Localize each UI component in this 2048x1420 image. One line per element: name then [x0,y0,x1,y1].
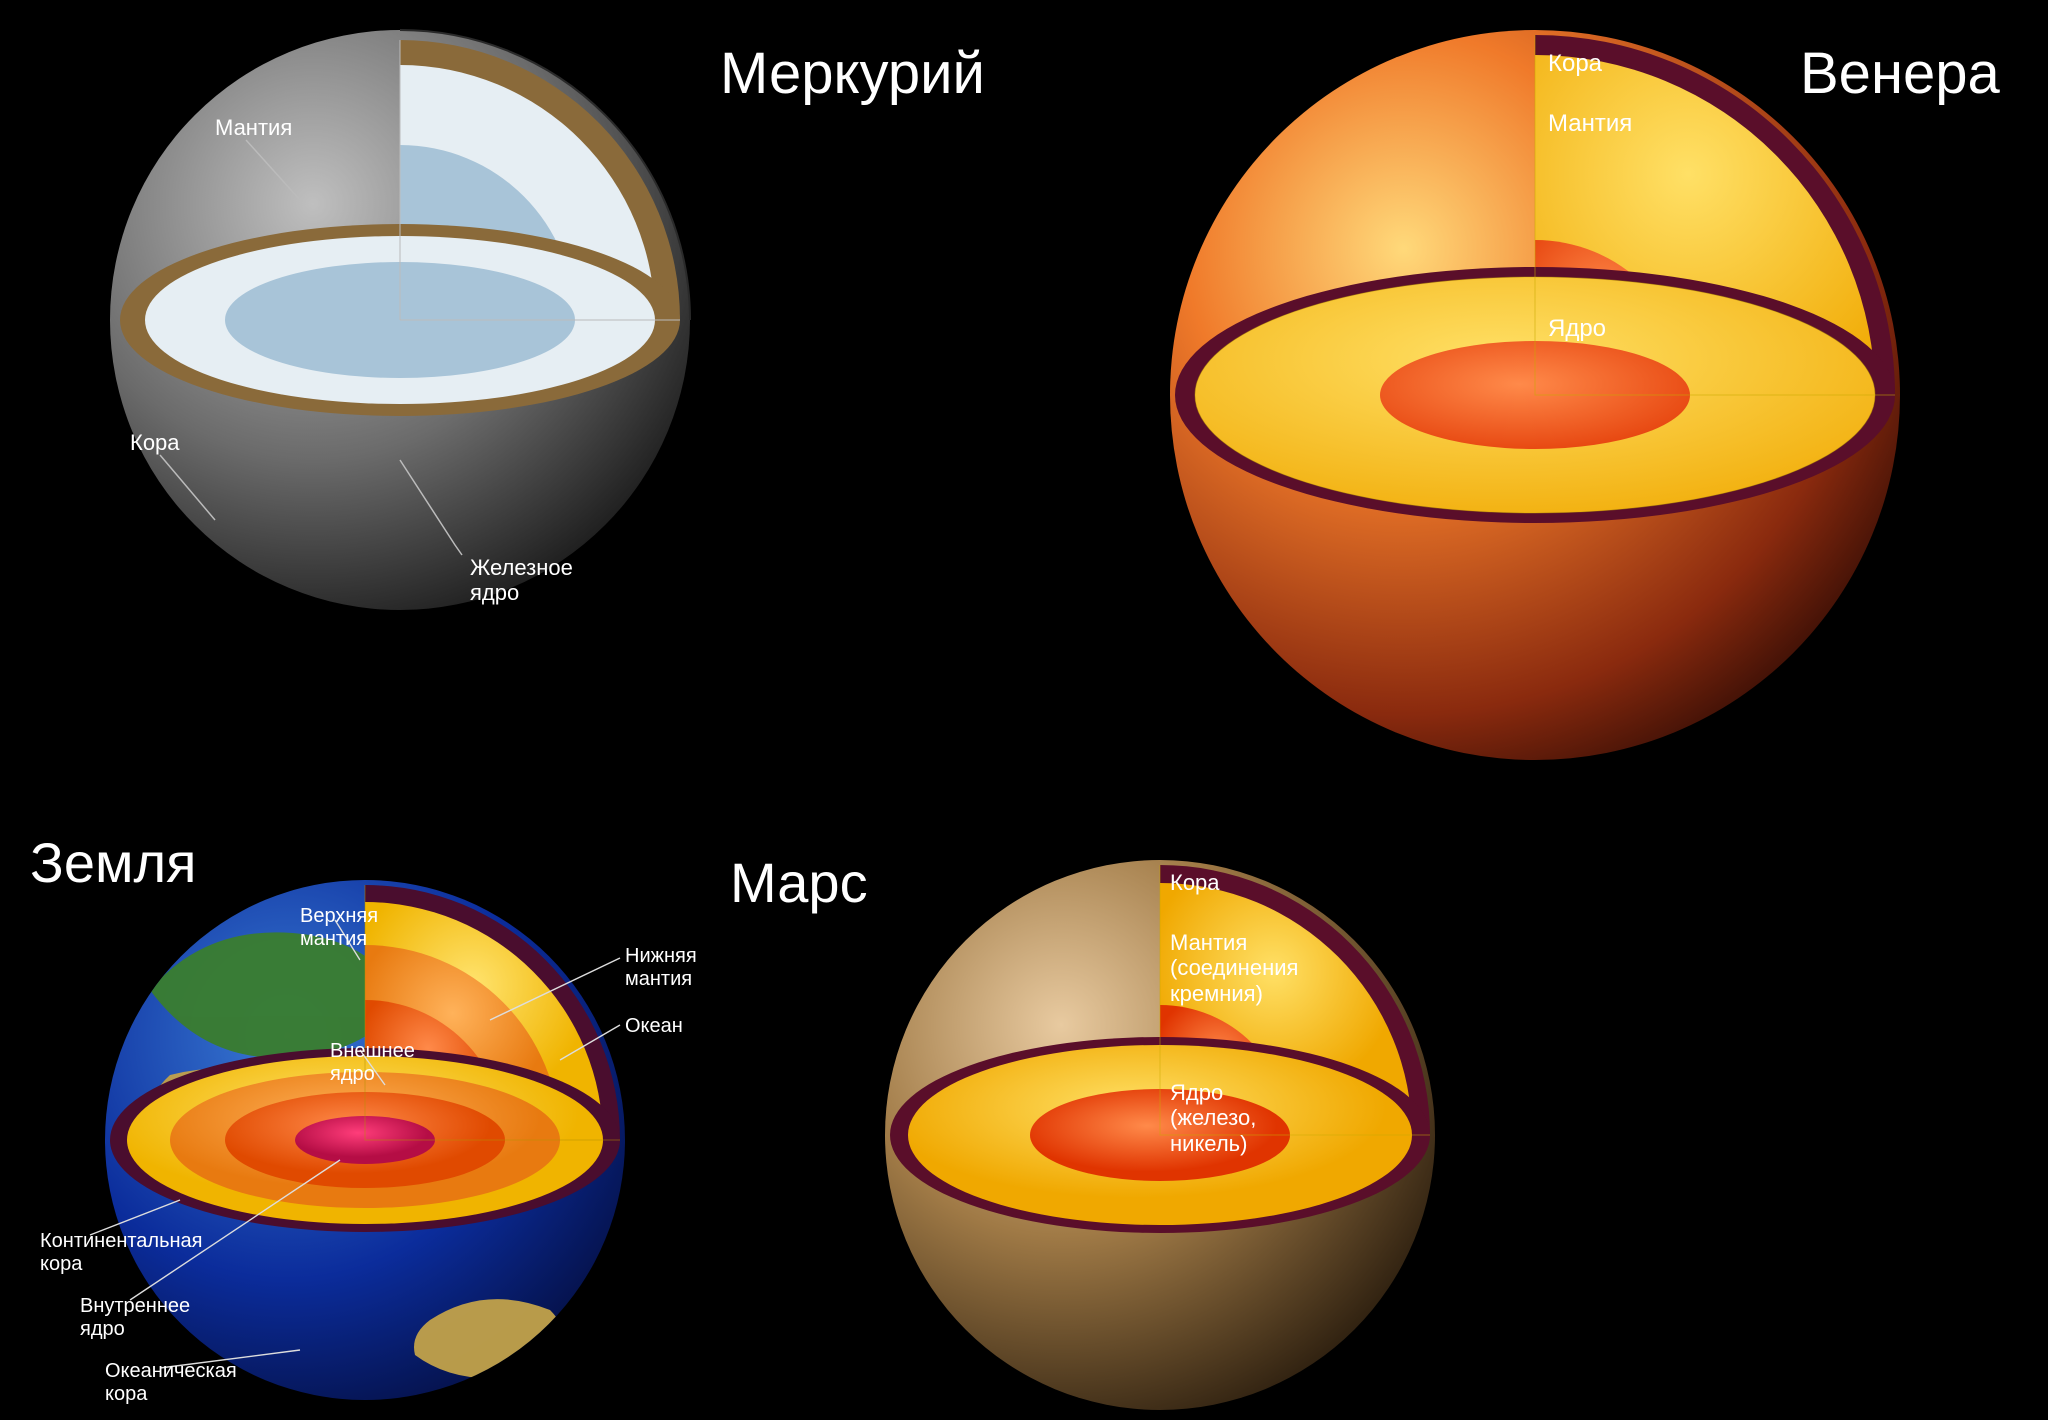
earth-label-continental-crust: Континентальная кора [40,1230,203,1276]
earth-label-ocean: Океан [625,1015,683,1038]
earth-label-oceanic-crust: Океаническая кора [105,1360,237,1406]
mars-label-core: Ядро (железо, никель) [1170,1080,1256,1156]
mercury-label-crust: Кора [130,430,180,455]
mars-label-mantle: Мантия (соединения кремния) [1170,930,1298,1006]
earth-label-inner-core: Внутреннее ядро [80,1295,190,1341]
earth-label-upper-mantle: Верхняя мантия [300,905,378,951]
venus-label-mantle: Мантия [1548,110,1632,138]
mercury-title: Меркурий [720,40,985,107]
earth-label-outer-core: Внешнее ядро [330,1040,415,1086]
venus-diagram [1085,10,1985,810]
mercury-label-mantle: Мантия [215,115,292,140]
diagram-stage: Меркурий Мантия Кора Железное ядро [0,0,2048,1420]
venus-label-crust: Кора [1548,50,1602,78]
earth-title: Земля [30,830,196,895]
mercury-label-iron-core: Железное ядро [470,555,573,606]
earth-label-lower-mantle: Нижняя мантия [625,945,697,991]
mars-label-crust: Кора [1170,870,1220,895]
venus-title: Венера [1800,40,2000,107]
mars-title: Марс [730,850,868,915]
venus-label-core: Ядро [1548,315,1606,343]
mercury-diagram [0,0,800,700]
